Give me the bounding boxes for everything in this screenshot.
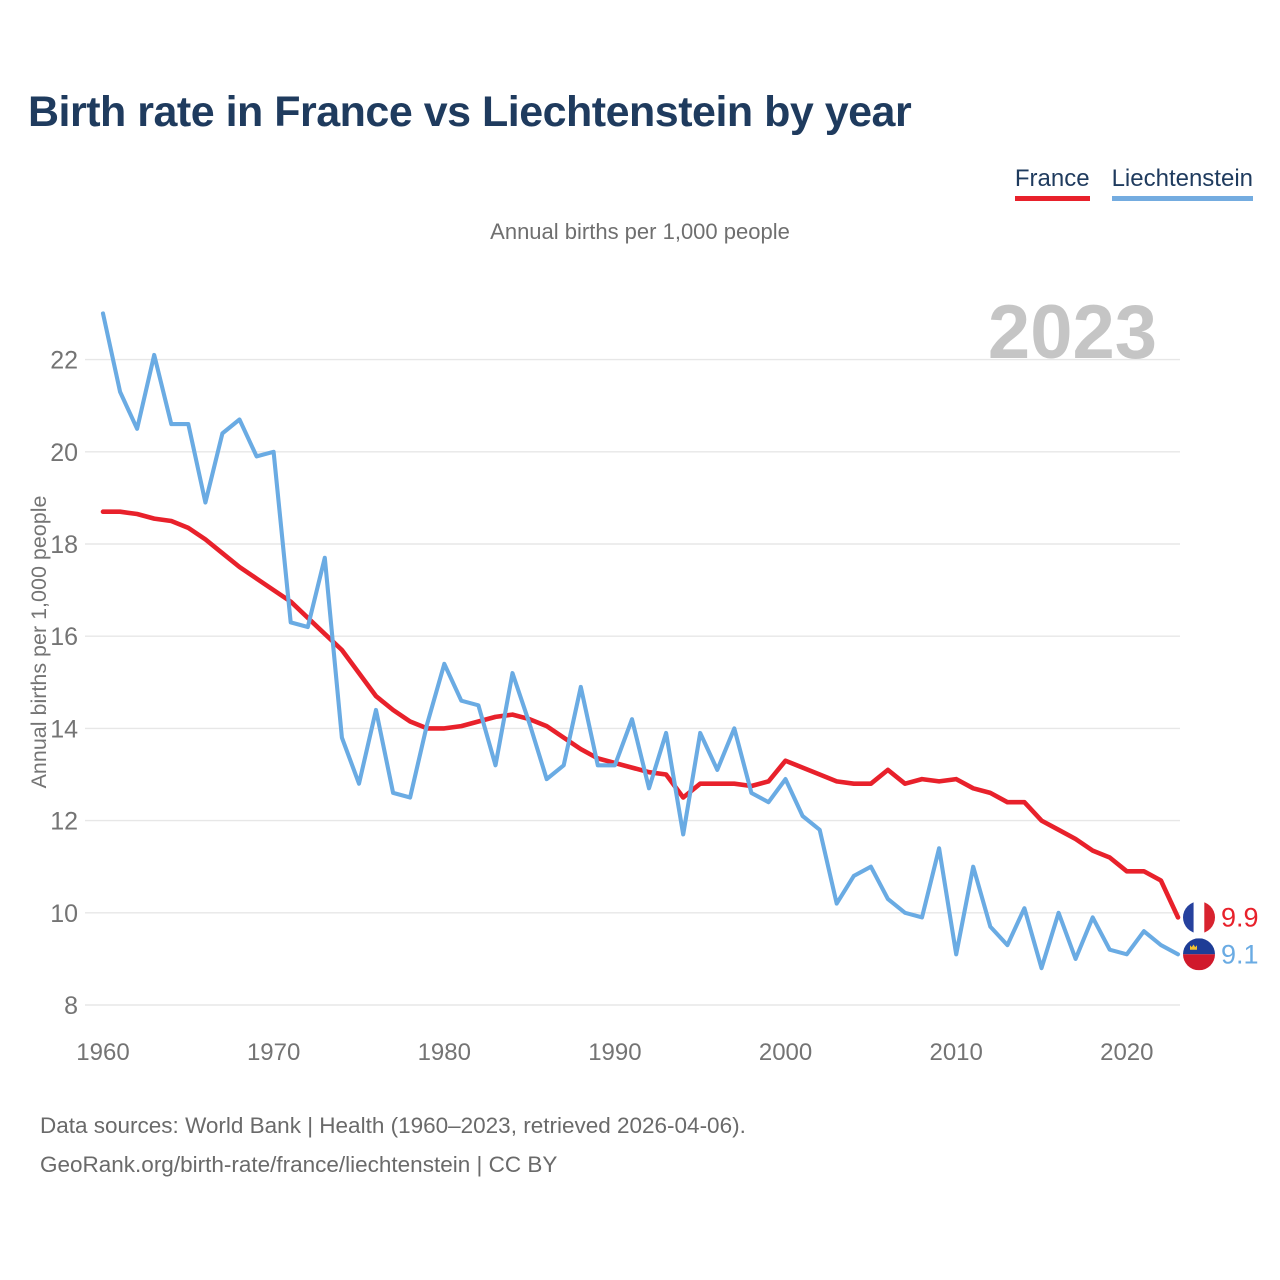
legend-label-liechtenstein: Liechtenstein [1111, 165, 1253, 192]
chart-watermark: 2023 [988, 290, 1157, 375]
x-tick-label: 2010 [929, 1039, 982, 1066]
y-tick-label: 20 [50, 439, 78, 467]
x-tick-label: 2020 [1100, 1039, 1153, 1066]
x-tick-label: 2000 [759, 1039, 812, 1066]
footer: Data sources: World Bank | Health (1960–… [40, 1106, 746, 1184]
x-tick-label: 1970 [247, 1039, 300, 1066]
legend-swatch-france [1014, 196, 1090, 202]
liechtenstein-flag-icon [1183, 938, 1215, 971]
y-tick-label: 8 [64, 992, 78, 1020]
x-tick-label: 1980 [418, 1039, 471, 1066]
france-line [100, 509, 1181, 920]
y-tick-label: 12 [50, 808, 78, 836]
legend-swatch-liechtenstein [1111, 196, 1253, 202]
legend-label-france: France [1014, 165, 1090, 192]
chart-subtitle: Annual births per 1,000 people [490, 219, 790, 244]
y-tick-label: 16 [50, 623, 78, 651]
x-tick-label: 1990 [588, 1039, 641, 1066]
france-flag-icon [1183, 901, 1215, 934]
legend-item-france[interactable]: France [1014, 165, 1090, 202]
legend-item-liechtenstein[interactable]: Liechtenstein [1111, 165, 1253, 202]
footer-sources: Data sources: World Bank | Health (1960–… [40, 1113, 746, 1138]
x-tick-label: 1960 [76, 1039, 129, 1066]
y-axis-title: Annual births per 1,000 people [27, 496, 51, 789]
y-tick-label: 10 [50, 900, 78, 928]
end-value-liechtenstein: 9.1 [1221, 939, 1259, 969]
liechtenstein-line [100, 311, 1181, 971]
page-title: Birth rate in France vs Liechtenstein by… [28, 88, 912, 136]
footer-attribution: GeoRank.org/birth-rate/france/liechtenst… [40, 1152, 558, 1177]
y-tick-label: 18 [50, 531, 78, 559]
chart-legend: France Liechtenstein [1014, 165, 1253, 202]
end-value-france: 9.9 [1221, 902, 1259, 932]
y-tick-label: 22 [50, 347, 78, 375]
y-tick-label: 14 [50, 715, 78, 743]
